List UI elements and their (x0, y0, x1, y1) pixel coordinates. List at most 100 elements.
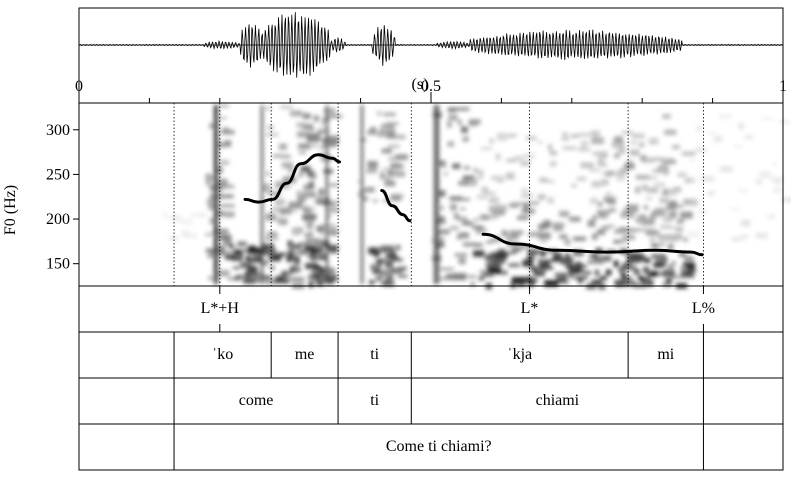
spectrogram-cell (262, 276, 271, 279)
spectrogram-cell (537, 259, 542, 261)
time-tick-label: 0 (75, 78, 83, 95)
spectrogram-cell (641, 280, 645, 282)
spectrogram-cell (232, 257, 243, 261)
spectrogram-cell (396, 154, 409, 160)
spectrogram-cell (569, 217, 580, 222)
spectrogram-cell (706, 132, 716, 134)
spectrogram-cell (264, 107, 272, 110)
syllable-label: ˈko (212, 346, 233, 364)
spectrogram-cell (243, 277, 254, 284)
spectrogram-cell (644, 206, 648, 210)
spectrogram-cell (491, 176, 503, 180)
spectrogram-cell (662, 114, 671, 119)
syllable-label: mi (657, 346, 674, 364)
spectrogram-cell (472, 226, 484, 229)
spectrogram-cell (480, 274, 489, 276)
spectrogram-cell (756, 233, 768, 238)
spectrogram-cell (263, 187, 271, 191)
spectrogram-cell (458, 120, 462, 125)
spectrogram-cell (497, 135, 507, 141)
spectrogram-cell (683, 238, 688, 242)
spectrogram-cell (644, 258, 650, 263)
spectrogram-cell (635, 187, 640, 194)
spectrogram-cell (773, 189, 782, 193)
spectrogram-cell (289, 202, 303, 209)
spectrogram-cell (616, 174, 625, 181)
spectrogram-cell (597, 210, 610, 215)
spectrogram-cell (673, 187, 681, 192)
spectrogram-cell (481, 147, 492, 150)
spectrogram-cell (448, 108, 456, 113)
spectrogram-cell (220, 105, 229, 107)
spectrogram-cell (509, 263, 520, 267)
spectrogram-cell (738, 190, 748, 192)
spectrogram-cell (301, 166, 311, 172)
spectrogram-cell (541, 251, 546, 257)
spectrogram-cell (245, 272, 250, 276)
spectrogram-cell (562, 136, 570, 141)
spectrogram-cell (301, 124, 312, 128)
spectrogram-cell (322, 139, 336, 143)
spectrogram-cell (480, 270, 487, 272)
spectrogram-cell (469, 120, 481, 125)
spectrogram-cell (598, 163, 607, 167)
spectrogram-cell (592, 216, 597, 220)
spectrogram-cell (775, 181, 781, 185)
spectrogram-cell (273, 155, 282, 158)
spectrogram-cell (385, 181, 396, 186)
spectrogram-cell (548, 144, 552, 150)
spectrogram-cell (671, 262, 675, 265)
spectrogram-cell (538, 224, 549, 229)
spectrogram-cell (328, 245, 338, 250)
spectrogram-cell (432, 255, 441, 261)
spectrogram-cell (550, 161, 557, 167)
spectrogram-cell (506, 173, 515, 180)
spectrogram-cell (534, 272, 545, 276)
spectrogram-cell (246, 256, 251, 262)
spectrogram-cell (248, 248, 262, 255)
spectrogram-cell (234, 277, 241, 280)
spectrogram-cell (521, 194, 532, 197)
spectrogram-cell (474, 218, 478, 221)
spectrogram-cell (304, 234, 311, 236)
spectrogram-cell (217, 179, 228, 184)
spectrogram-cell (745, 135, 754, 139)
time-tick-label: 1 (779, 78, 787, 95)
spectrogram-cell (517, 216, 529, 220)
spectrogram-cell (591, 137, 604, 144)
spectrogram (163, 105, 791, 290)
spectrogram-cell (489, 206, 499, 212)
spectrogram-cell (303, 209, 309, 212)
spectrogram-cell (498, 259, 506, 264)
spectrogram-cell (453, 273, 467, 280)
spectrogram-cell (588, 220, 596, 227)
spectrogram-cell (299, 250, 310, 254)
spectrogram-cell (192, 213, 203, 216)
spectrogram-cell (471, 283, 475, 286)
pitch-tick-label: 200 (46, 211, 70, 228)
spectrogram-cell (290, 111, 302, 117)
spectrogram-cell (461, 233, 469, 237)
spectrogram-cell (581, 162, 594, 168)
spectrogram-cell (294, 262, 300, 265)
spectrogram-cell (373, 251, 380, 257)
spectrogram-cell (377, 111, 381, 115)
spectrogram-cell (614, 136, 623, 142)
spectrogram-cell (640, 155, 647, 160)
spectrogram-cell (643, 267, 649, 272)
spectrogram-cell (464, 237, 469, 240)
spectrogram-cell (481, 187, 488, 193)
tone-label: L*+H (201, 300, 239, 318)
spectrogram-cell (387, 126, 395, 131)
spectrogram-cell (396, 245, 400, 250)
spectrogram-cell (630, 150, 640, 154)
spectrogram-cell (555, 273, 568, 275)
spectrogram-cell (464, 166, 470, 170)
spectrogram-cell (280, 106, 292, 109)
spectrogram-cell (439, 216, 445, 221)
spectrogram-cell (371, 264, 381, 270)
spectrogram-cell (589, 169, 600, 171)
spectrogram-cell (268, 126, 274, 129)
syllable-label: me (295, 346, 315, 364)
